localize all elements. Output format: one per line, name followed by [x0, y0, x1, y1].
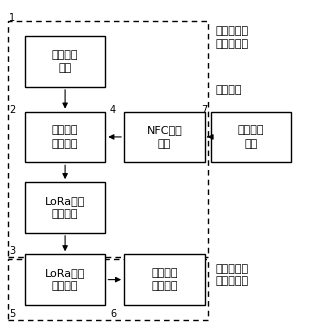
Bar — [25, 182, 105, 233]
Bar — [25, 112, 105, 162]
Bar — [8, 21, 208, 257]
Text: 消防火场测
温系统节点: 消防火场测 温系统节点 — [215, 26, 249, 49]
Text: 系统应用
服务单元: 系统应用 服务单元 — [151, 268, 178, 291]
Text: 移动终端
单元: 移动终端 单元 — [238, 125, 264, 149]
Text: NFC通讯
单元: NFC通讯 单元 — [146, 125, 182, 149]
Text: 消防火场测
温系统网关: 消防火场测 温系统网关 — [215, 264, 249, 286]
Bar — [25, 36, 105, 87]
Text: 6: 6 — [110, 309, 116, 319]
Bar — [211, 112, 291, 162]
Text: 4: 4 — [110, 105, 116, 115]
Text: 5: 5 — [9, 309, 16, 319]
Text: 7: 7 — [201, 105, 207, 115]
Bar — [124, 254, 205, 305]
Text: 2: 2 — [9, 105, 16, 115]
Bar — [124, 112, 205, 162]
Bar — [8, 259, 208, 320]
Text: 中央处理
控制单元: 中央处理 控制单元 — [52, 125, 78, 149]
Text: 3: 3 — [9, 247, 16, 256]
Text: LoRa节点
通讯单元: LoRa节点 通讯单元 — [45, 196, 85, 219]
Text: 1: 1 — [9, 13, 16, 23]
Text: 智能手机: 智能手机 — [215, 85, 242, 95]
Text: LoRa网关
通讯单元: LoRa网关 通讯单元 — [45, 268, 85, 291]
Text: 温度传感
单元: 温度传感 单元 — [52, 50, 78, 73]
Bar — [25, 254, 105, 305]
